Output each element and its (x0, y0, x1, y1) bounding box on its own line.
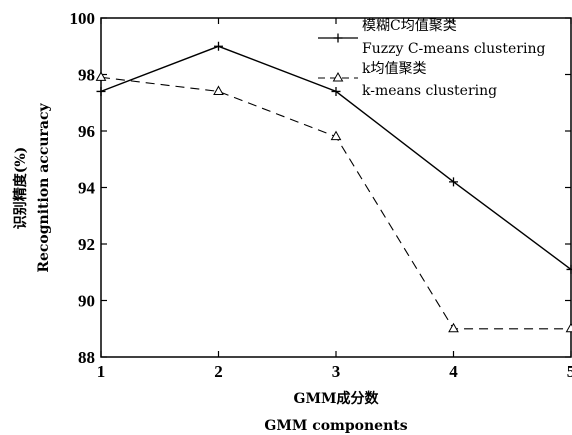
y-tick-label: 90 (78, 292, 95, 311)
y-tick-label: 92 (78, 235, 95, 254)
data-point-kmeans (95, 71, 107, 81)
axis-ticks: 88 90 92 94 96 98 100 1 2 3 4 5 (70, 9, 572, 381)
data-point-kmeans (565, 322, 572, 333)
series-group (95, 41, 572, 333)
y-axis-label-cn: 识别精度(%) (12, 147, 29, 230)
legend-label-fcm-en: Fuzzy C-means clustering (362, 41, 545, 57)
x-tick-label: 4 (449, 362, 458, 381)
legend-marker-fcm (333, 33, 343, 43)
data-point-kmeans (213, 85, 224, 95)
x-tick-label: 5 (567, 362, 572, 381)
x-axis-label-cn: GMM成分数 (294, 390, 380, 407)
y-tick-label: 88 (78, 348, 95, 367)
data-point-fcm (331, 86, 341, 96)
y-tick-label: 98 (78, 66, 95, 85)
data-point-fcm (566, 264, 572, 274)
x-tick-label: 1 (97, 362, 106, 381)
data-point-kmeans (448, 322, 459, 333)
x-tick-label: 2 (214, 362, 223, 381)
series-line-kmeans (100, 76, 571, 330)
y-tick-label: 94 (78, 179, 96, 198)
plot-frame (100, 17, 572, 358)
legend: 模糊C均值聚类 Fuzzy C-means clustering k均值聚类 k… (318, 18, 545, 99)
data-point-fcm (96, 86, 106, 96)
y-axis-label-en: Recognition accuracy (36, 103, 52, 273)
legend-marker-kmeans (332, 71, 344, 82)
y-tick-label: 100 (70, 9, 96, 28)
legend-label-kmeans-cn: k均值聚类 (362, 61, 426, 77)
x-axis-label-en: GMM components (264, 418, 407, 434)
data-point-fcm (449, 177, 458, 187)
data-point-kmeans (330, 130, 342, 141)
y-tick-label: 96 (78, 122, 95, 141)
legend-label-fcm-cn: 模糊C均值聚类 (362, 18, 457, 34)
data-point-fcm (214, 41, 223, 51)
legend-label-kmeans-en: k-means clustering (362, 83, 497, 99)
x-tick-label: 3 (332, 362, 341, 381)
